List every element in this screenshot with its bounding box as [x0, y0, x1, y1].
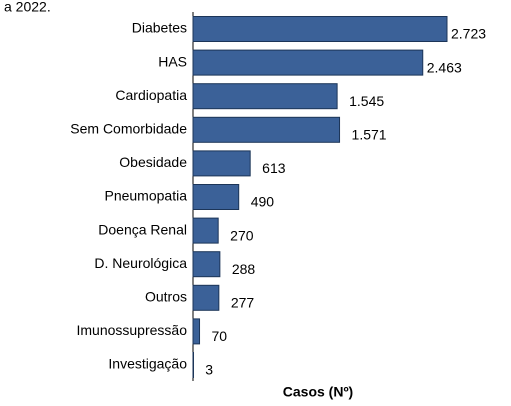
y-tick-label: Imunossupressão: [76, 322, 187, 338]
bar: [192, 318, 201, 345]
bar: [192, 184, 240, 210]
bar: [192, 16, 448, 42]
chart-title: a 2022.: [4, 0, 51, 15]
data-label: 490: [251, 194, 275, 210]
bar: [192, 49, 424, 76]
y-tick-label: Doença Renal: [98, 221, 187, 237]
data-label: 270: [230, 227, 254, 243]
data-label: 1.545: [349, 93, 384, 109]
y-tick-label: Obesidade: [119, 154, 187, 170]
bar: [192, 150, 251, 177]
bar: [192, 352, 194, 378]
data-label: 70: [212, 328, 228, 344]
bar: [192, 217, 219, 244]
y-tick-label: Diabetes: [132, 20, 187, 36]
bar: [192, 251, 221, 278]
data-label: 288: [232, 261, 256, 277]
y-tick-label: Pneumopatia: [104, 188, 187, 204]
y-tick-label: D. Neurológica: [94, 255, 187, 271]
y-tick-label: Sem Comorbidade: [70, 121, 187, 137]
y-tick-label: Investigação: [108, 356, 187, 372]
data-label: 613: [262, 160, 286, 176]
data-label: 2.463: [427, 59, 462, 75]
data-label: 277: [231, 295, 255, 311]
data-label: 3: [205, 362, 213, 378]
data-label: 2.723: [451, 26, 486, 42]
data-label: 1.571: [352, 127, 387, 143]
y-tick-label: Outros: [145, 289, 187, 305]
bar: [192, 83, 338, 110]
x-axis-label: Casos (Nº): [283, 384, 353, 400]
y-tick-label: HAS: [158, 53, 187, 69]
bar: [192, 116, 341, 143]
y-tick-label: Cardiopatia: [115, 87, 187, 103]
bar: [192, 284, 220, 311]
